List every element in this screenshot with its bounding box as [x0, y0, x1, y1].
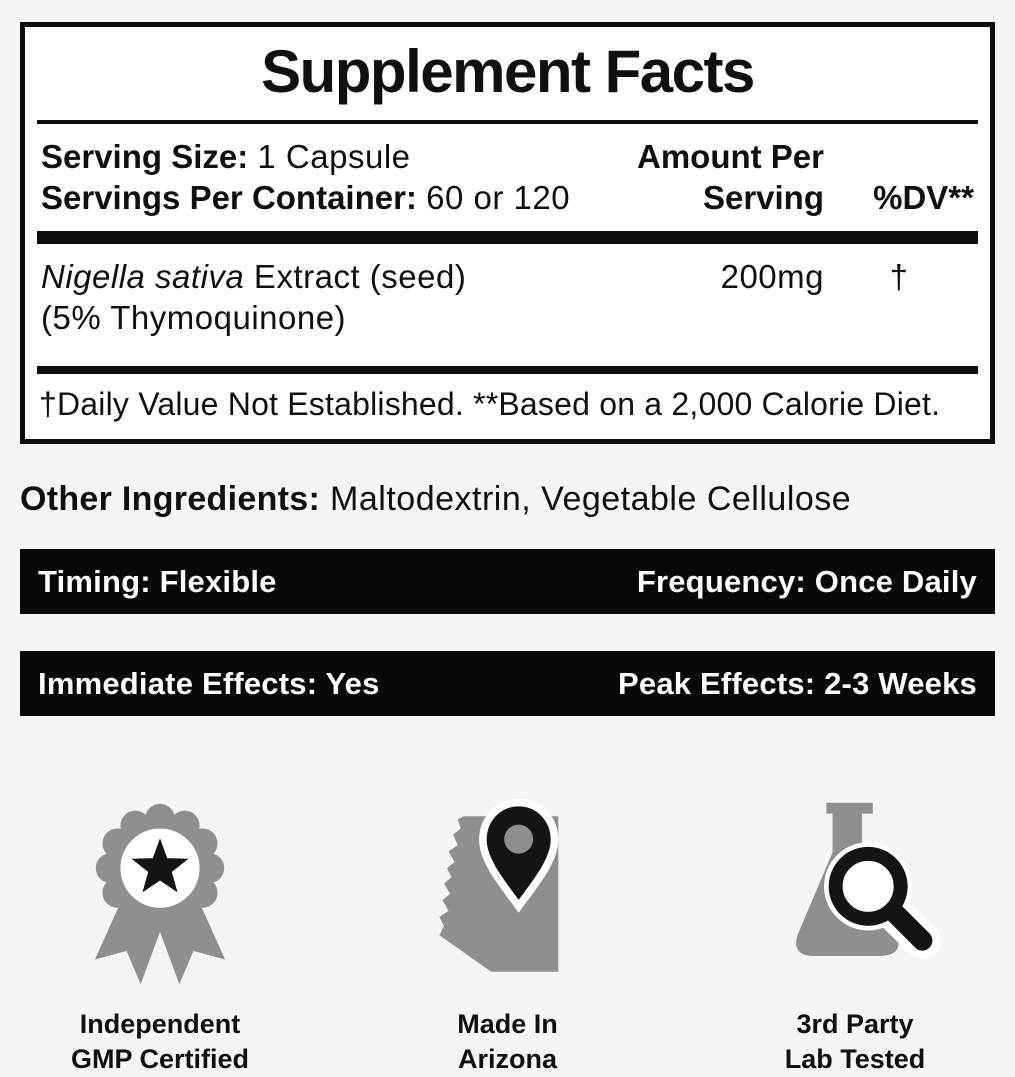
badge-label: Independent GMP Certified	[70, 1009, 250, 1075]
serving-size-value: 1 Capsule	[257, 138, 411, 175]
amount-per-line2: Serving	[702, 179, 824, 217]
effects-bar: Immediate Effects: Yes Peak Effects: 2-3…	[20, 651, 995, 716]
certification-badges: Independent GMP Certified Made In Arizon…	[30, 788, 985, 1077]
ingredient-amount: 200mg	[720, 257, 824, 295]
timing-text: Timing: Flexible	[38, 563, 277, 599]
peak-effects-text: Peak Effects: 2-3 Weeks	[618, 665, 977, 701]
other-ingredients-line: Other Ingredients: Maltodextrin, Vegetab…	[20, 480, 995, 519]
servings-per-container-line: Servings Per Container: 60 or 120	[41, 177, 637, 218]
timing-frequency-bar: Timing: Flexible Frequency: Once Daily	[20, 549, 995, 614]
badge-label: Made In Arizona	[457, 1009, 558, 1075]
footnote-divider	[37, 366, 978, 374]
panel-title: Supplement Facts	[261, 38, 755, 105]
ingredient-name-line2: (5% Thymoquinone)	[41, 298, 347, 336]
ingredient-name-regular: Extract (seed)	[244, 257, 467, 295]
ingredient-dv: †	[889, 257, 909, 295]
serving-size-line: Serving Size: 1 Capsule	[41, 136, 637, 177]
other-ingredients-value: Maltodextrin, Vegetable Cellulose	[320, 480, 852, 518]
ingredient-name-line1: Nigella sativa Extract (seed)	[41, 256, 721, 297]
other-ingredients-label: Other Ingredients:	[20, 480, 321, 518]
ingredient-name: Nigella sativa Extract (seed) (5% Thymoq…	[41, 256, 721, 339]
badge-lab-tested: 3rd Party Lab Tested	[725, 788, 985, 1077]
serving-size-label: Serving Size:	[41, 138, 249, 175]
ingredient-name-italic: Nigella sativa	[41, 257, 245, 295]
arizona-map-pin-icon	[438, 798, 558, 972]
serving-info-row: Serving Size: 1 Capsule Servings Per Con…	[37, 124, 978, 231]
dv-header-col: %DV**	[824, 136, 974, 219]
badge-made-in-arizona: Made In Arizona	[378, 788, 638, 1077]
amount-per-serving-header: Amount Per Serving	[637, 136, 824, 219]
servings-per-container-value: 60 or 120	[426, 179, 571, 217]
dv-header: %DV**	[873, 179, 974, 217]
ingredient-row: Nigella sativa Extract (seed) (5% Thymoq…	[37, 244, 978, 367]
badge-label: 3rd Party Lab Tested	[784, 1009, 926, 1075]
immediate-effects-text: Immediate Effects: Yes	[38, 665, 380, 701]
title-divider	[37, 120, 978, 124]
ribbon-star-icon	[94, 803, 226, 984]
footnote: †Daily Value Not Established. **Based on…	[39, 386, 941, 422]
frequency-text: Frequency: Once Daily	[636, 563, 977, 599]
supplement-facts-panel: Supplement Facts Serving Size: 1 Capsule…	[20, 22, 995, 444]
flask-magnifier-icon	[796, 802, 941, 959]
amount-per-line1: Amount Per	[636, 138, 824, 175]
servings-per-container-label: Servings Per Container:	[41, 179, 417, 217]
header-divider-thick	[37, 230, 978, 244]
serving-info-left: Serving Size: 1 Capsule Servings Per Con…	[41, 136, 637, 219]
badge-gmp-certified: Independent GMP Certified	[30, 788, 290, 1077]
